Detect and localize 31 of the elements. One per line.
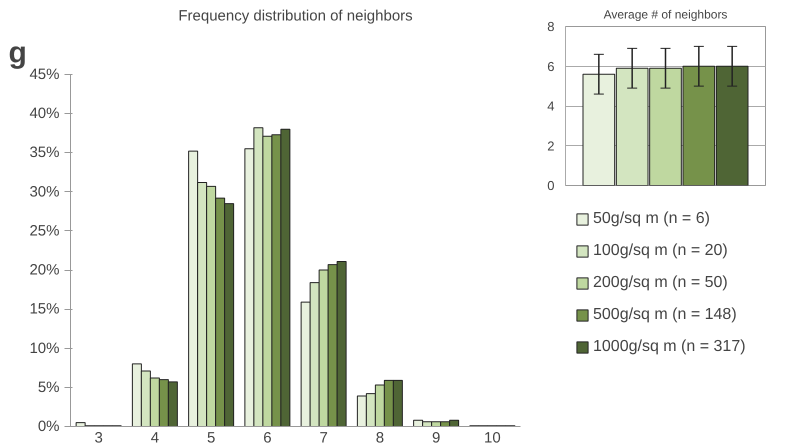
x-tick-label: 4: [150, 430, 160, 446]
y-tick-label: 0%: [38, 418, 60, 435]
y-tick-label: 5%: [38, 378, 60, 396]
legend-label: 1000g/sq m (n = 317): [593, 338, 746, 356]
y-tick-label: 35%: [29, 144, 60, 162]
y-tick-label: 25%: [29, 222, 60, 240]
y-tick-label: 30%: [29, 183, 60, 200]
y-tick-label: 8: [547, 19, 555, 34]
y-tick-label: 6: [547, 58, 555, 74]
x-tick-label: 8: [376, 430, 384, 446]
y-tick-label: 40%: [29, 105, 60, 122]
text: g: [8, 36, 27, 70]
legend-label: 500g/sq m (n = 148): [593, 306, 737, 324]
chart-title: Frequency distribution of neighbors: [178, 8, 413, 24]
y-tick-label: 45%: [29, 66, 60, 83]
y-tick-label: 15%: [29, 300, 60, 318]
y-tick-label: 0: [547, 178, 555, 193]
legend-label: 50g/sq m (n = 6): [593, 210, 710, 228]
x-tick-label: 3: [94, 430, 103, 446]
x-tick-label: 6: [263, 430, 272, 446]
x-tick-label: 5: [206, 430, 216, 446]
x-tick-label: 10: [484, 430, 501, 446]
y-tick-label: 10%: [29, 340, 60, 357]
y-tick-label: 2: [547, 138, 555, 154]
chart-title: Average # of neighbors: [604, 8, 728, 22]
y-tick-label: 20%: [29, 262, 60, 279]
y-tick-label: 4: [547, 98, 555, 114]
x-tick-label: 9: [432, 430, 440, 446]
legend-label: 200g/sq m (n = 50): [593, 274, 728, 292]
x-tick-label: 7: [319, 430, 328, 446]
legend-label: 100g/sq m (n = 20): [593, 242, 728, 260]
